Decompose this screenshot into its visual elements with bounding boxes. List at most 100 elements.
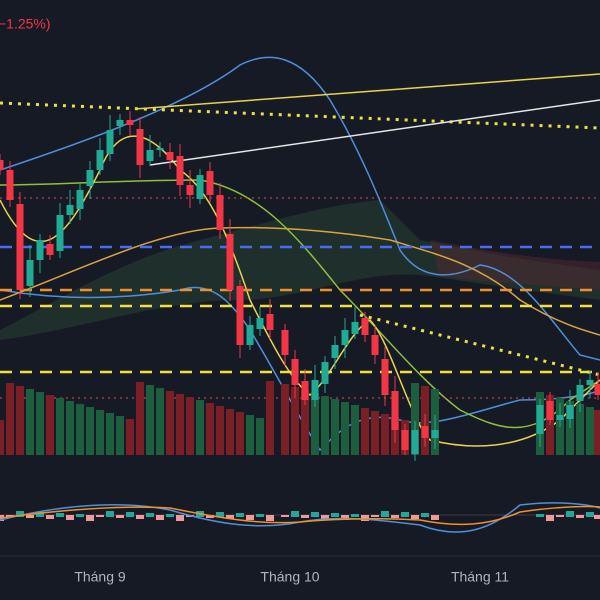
osc-bar: [391, 515, 399, 518]
volume-bar: [116, 416, 124, 455]
volume-bar: [46, 395, 54, 455]
osc-bar: [431, 515, 439, 520]
candles: [0, 111, 600, 461]
osc-bar: [421, 513, 429, 517]
osc-bar: [106, 511, 114, 517]
volume-bar: [146, 385, 154, 455]
volume-bar: [186, 397, 194, 455]
osc-bar: [176, 515, 184, 521]
volume-bar: [266, 381, 274, 455]
candle: [236, 286, 244, 345]
osc-bar: [301, 515, 309, 518]
candle: [0, 160, 4, 170]
osc-bar: [371, 515, 379, 517]
candle: [206, 171, 214, 195]
osc-bar: [291, 511, 299, 517]
candle: [371, 335, 379, 355]
volume-bar: [281, 384, 289, 455]
osc-bar: [341, 515, 349, 520]
volume-bar: [301, 390, 309, 455]
candle: [576, 385, 584, 401]
osc-bar: [56, 513, 64, 517]
x-axis-label: Tháng 11: [451, 569, 509, 585]
volume-bar: [26, 389, 34, 455]
candle: [566, 405, 574, 419]
candle: [166, 152, 174, 160]
candle: [411, 430, 419, 454]
volume-bar: [226, 409, 234, 455]
candle: [341, 330, 349, 345]
volume-bar: [36, 392, 44, 455]
volume-bar: [206, 403, 214, 455]
osc-bar: [311, 512, 319, 517]
volume-bar: [176, 394, 184, 455]
trend-yellow: [134, 73, 600, 110]
volume-bar: [156, 388, 164, 455]
trend-white: [149, 99, 600, 166]
candle: [26, 260, 34, 286]
candle: [76, 190, 84, 209]
osc-bar: [381, 511, 389, 517]
osc-bar: [46, 515, 54, 519]
osc-bar: [216, 512, 224, 517]
volume-bar: [594, 410, 600, 455]
osc-bar: [331, 513, 339, 517]
candle: [401, 430, 409, 450]
volume-bar: [411, 383, 419, 455]
x-axis-label: Tháng 10: [260, 569, 319, 585]
volume-bar: [56, 398, 64, 455]
candle: [594, 384, 600, 395]
candle: [291, 359, 299, 385]
candle: [226, 234, 234, 290]
candle: [126, 120, 134, 125]
candle: [546, 401, 554, 420]
candle: [331, 345, 339, 358]
osc-bar: [66, 515, 74, 520]
volume-bar: [6, 383, 14, 455]
volume-bar: [106, 413, 114, 455]
candle: [116, 120, 124, 126]
candle: [301, 381, 309, 400]
osc-bar: [206, 515, 214, 518]
volume-bar: [126, 419, 134, 455]
candle: [66, 205, 74, 215]
candle: [106, 130, 114, 154]
osc-bar: [236, 513, 244, 517]
candle: [86, 170, 94, 186]
candle: [146, 150, 154, 161]
volume-bar: [136, 382, 144, 455]
osc-bar: [96, 515, 104, 517]
volume-bar: [291, 387, 299, 455]
candle: [56, 215, 64, 251]
candle: [196, 175, 204, 199]
volume-bar: [576, 404, 584, 455]
osc-bar: [26, 515, 34, 518]
candle: [351, 322, 359, 334]
volume-bar: [311, 393, 319, 455]
osc-bar: [156, 515, 164, 520]
osc-bar: [36, 512, 44, 517]
candle: [246, 325, 254, 345]
volume-bar: [246, 415, 254, 455]
osc-bar: [594, 515, 600, 519]
ma-mid: [0, 179, 600, 429]
candle: [176, 156, 184, 185]
volume-bar: [236, 412, 244, 455]
volume-bar: [196, 400, 204, 455]
osc-bar: [126, 512, 134, 517]
candle: [266, 314, 274, 330]
candle: [281, 330, 289, 355]
volume-bar: [96, 410, 104, 455]
osc-bar: [86, 515, 94, 521]
osc-bar: [281, 515, 289, 517]
osc-bar: [321, 515, 329, 519]
candle: [36, 240, 44, 260]
candle: [421, 426, 429, 438]
osc-bar: [576, 515, 584, 518]
osc-bar: [401, 512, 409, 517]
volume-bar: [321, 396, 329, 455]
candle: [216, 195, 224, 230]
volume-bar: [166, 391, 174, 455]
